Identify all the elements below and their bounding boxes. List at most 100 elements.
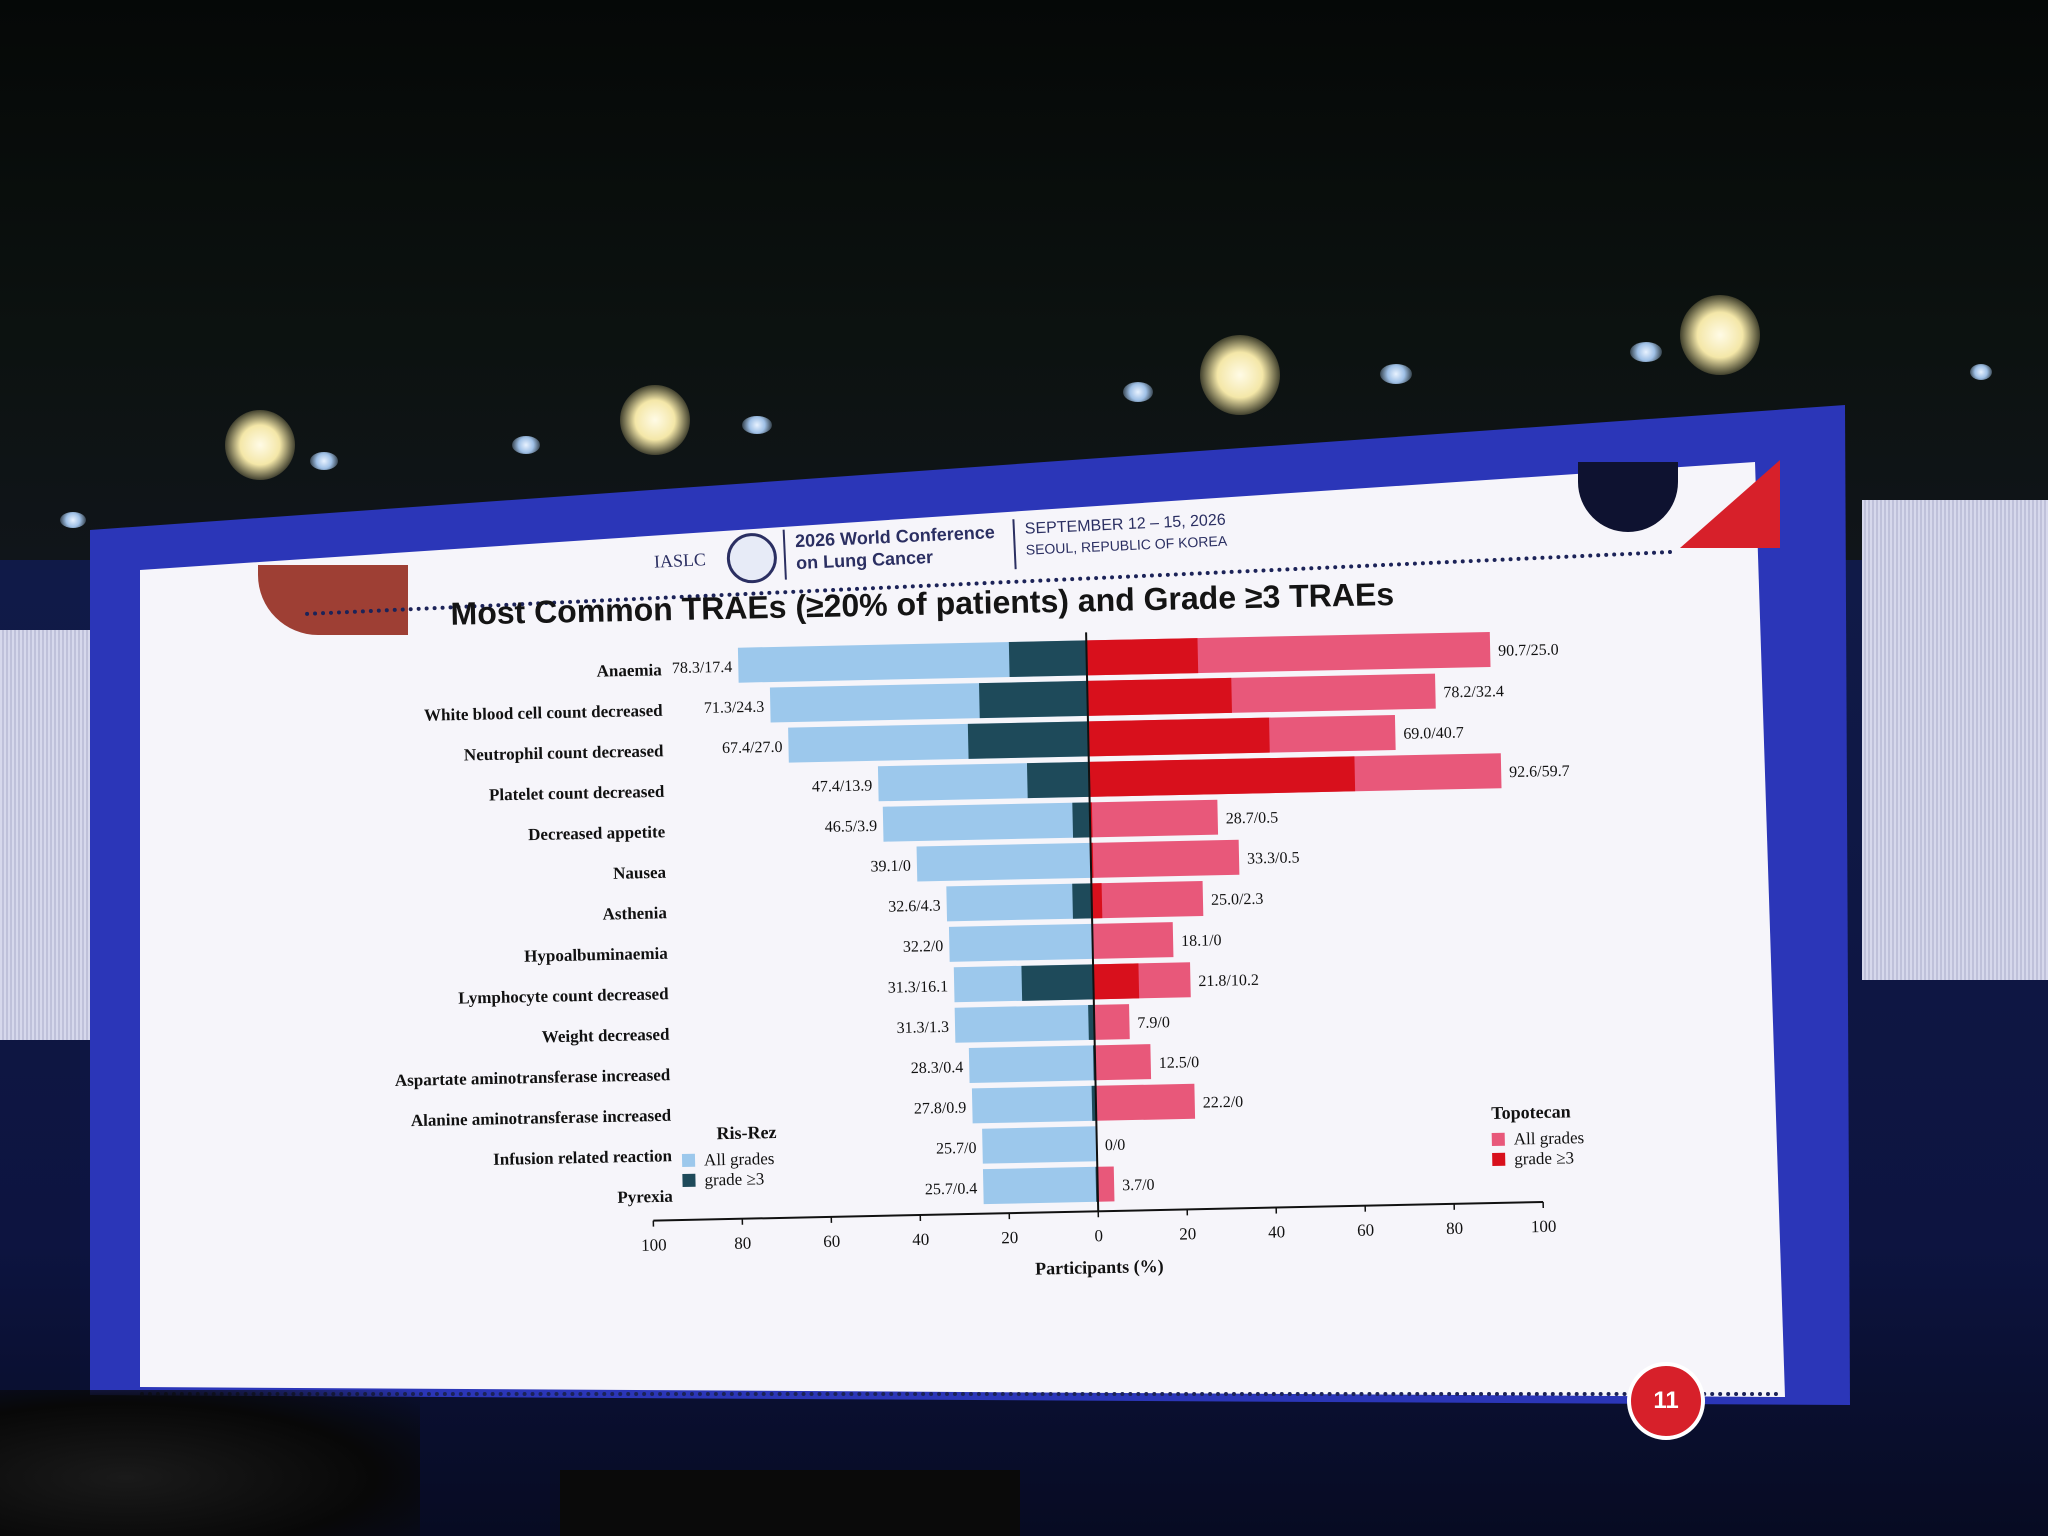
risrez-all-grades-bar [982, 1126, 1098, 1164]
iaslc-logo: IASLC [653, 549, 707, 572]
stage-panel [560, 1470, 1020, 1536]
risrez-value-label: 67.4/27.0 [722, 739, 783, 757]
stage-light [1630, 342, 1662, 362]
topotecan-all-grades-bar [1091, 881, 1204, 919]
topotecan-value-label: 22.2/0 [1203, 1094, 1244, 1112]
topotecan-value-label: 28.7/0.5 [1226, 809, 1279, 827]
x-tick-label: 20 [1001, 1228, 1018, 1247]
topotecan-grade3-bar [1086, 638, 1199, 676]
legend-right-grade3-swatch [1492, 1152, 1506, 1167]
category-label: Decreased appetite [528, 822, 666, 844]
legend-left-title: Ris-Rez [716, 1122, 776, 1143]
risrez-all-grades-bar [737, 640, 1087, 683]
topotecan-value-label: 3.7/0 [1122, 1177, 1155, 1195]
topotecan-grade3-bar [1088, 756, 1356, 797]
topotecan-all-grades-bar [1092, 922, 1174, 959]
stage-light [620, 385, 690, 455]
x-tick-label: 0 [1094, 1226, 1103, 1245]
legend-right-title: Topotecan [1491, 1101, 1571, 1123]
x-tick-label: 40 [1268, 1222, 1285, 1241]
risrez-value-label: 28.3/0.4 [911, 1059, 964, 1077]
legend-right-all-label: All grades [1514, 1128, 1585, 1148]
risrez-all-grades-bar [954, 1004, 1095, 1043]
stage-light [310, 452, 338, 470]
legend-left-grade3-swatch [682, 1173, 696, 1187]
x-tick-label: 80 [734, 1234, 751, 1253]
topotecan-all-grades-bar [1093, 1004, 1130, 1040]
risrez-all-grades-bar [948, 923, 1093, 962]
category-label: Alanine aminotransferase increased [411, 1106, 672, 1130]
category-label: White blood cell count decreased [424, 701, 664, 725]
category-label: Platelet count decreased [489, 782, 665, 805]
category-label: Infusion related reaction [493, 1146, 673, 1169]
risrez-value-label: 32.6/4.3 [888, 898, 941, 916]
x-tick-label: 60 [823, 1232, 840, 1251]
x-tick-label: 80 [1446, 1219, 1463, 1238]
risrez-value-label: 46.5/3.9 [825, 818, 878, 836]
x-tick-label: 20 [1179, 1224, 1196, 1243]
stage-light [1200, 335, 1280, 415]
topotecan-grade3-bar [1087, 717, 1270, 757]
topotecan-value-label: 25.0/2.3 [1211, 891, 1264, 909]
topotecan-value-label: 69.0/40.7 [1403, 725, 1464, 743]
stage-light [1380, 364, 1412, 384]
topotecan-value-label: 18.1/0 [1181, 932, 1222, 950]
x-tick-label: 60 [1357, 1221, 1374, 1240]
legend-left-all-label: All grades [704, 1149, 775, 1169]
risrez-value-label: 27.8/0.9 [914, 1100, 967, 1118]
topotecan-all-grades-bar [1090, 839, 1240, 878]
topotecan-value-label: 0/0 [1105, 1137, 1126, 1154]
risrez-all-grades-bar [916, 842, 1092, 882]
topotecan-all-grades-bar [1095, 1083, 1196, 1121]
risrez-grade3-bar [1072, 802, 1091, 838]
right-side-screen [1862, 500, 2048, 980]
risrez-grade3-bar [978, 680, 1088, 719]
category-label: Anaemia [596, 660, 662, 680]
audience-silhouette [0, 1390, 420, 1536]
x-tick-label: 100 [641, 1235, 667, 1255]
topotecan-value-label: 7.9/0 [1137, 1014, 1170, 1032]
topotecan-grade3-bar [1093, 963, 1140, 1000]
topotecan-value-label: 12.5/0 [1159, 1054, 1200, 1072]
chart-plot: 78.3/17.4 90.7/25.0 Anaemia 71.3/24.3 78.2/3… [395, 631, 1585, 1280]
risrez-grade3-bar [967, 721, 1089, 759]
zero-axis-line [1085, 632, 1100, 1212]
topotecan-value-label: 78.2/32.4 [1443, 683, 1504, 701]
topotecan-all-grades-bar [1089, 799, 1219, 838]
risrez-value-label: 31.3/1.3 [896, 1019, 949, 1037]
header-divider [1012, 519, 1017, 570]
risrez-all-grades-bar [971, 1085, 1097, 1124]
category-label: Nausea [613, 863, 667, 883]
topotecan-grade3-bar [1087, 677, 1232, 716]
category-label: Asthenia [602, 903, 667, 923]
topotecan-value-label: 33.3/0.5 [1247, 849, 1300, 867]
category-label: Hypoalbuminaemia [524, 944, 668, 966]
topotecan-value-label: 21.8/10.2 [1198, 972, 1259, 990]
risrez-all-grades-bar [946, 883, 1093, 922]
slide-number-badge: 11 [1627, 1362, 1705, 1440]
risrez-all-grades-bar [882, 802, 1091, 842]
x-axis-label: Participants (%) [1035, 1256, 1164, 1280]
risrez-grade3-bar [1021, 964, 1094, 1001]
stage-light [1970, 364, 1992, 380]
risrez-value-label: 25.7/0 [936, 1140, 977, 1158]
category-label: Pyrexia [617, 1187, 673, 1207]
risrez-value-label: 25.7/0.4 [925, 1180, 978, 1198]
x-axis-line [653, 1200, 1544, 1222]
stage-light [225, 410, 295, 480]
topotecan-all-grades-bar [1094, 1044, 1152, 1081]
risrez-grade3-bar [1088, 1004, 1095, 1040]
topotecan-value-label: 90.7/25.0 [1498, 642, 1559, 660]
risrez-grade3-bar [1008, 640, 1087, 678]
category-label: Weight decreased [542, 1025, 671, 1047]
trae-chart: Most Common TRAEs (≥20% of patients) and… [150, 556, 1787, 1420]
category-label: Lymphocyte count decreased [458, 984, 669, 1007]
topotecan-all-grades-bar [1097, 1166, 1115, 1202]
x-tick-label: 40 [912, 1230, 929, 1249]
risrez-grade3-bar [1072, 883, 1093, 919]
risrez-value-label: 31.3/16.1 [888, 978, 949, 996]
slide-corner-decoration [258, 565, 408, 635]
topotecan-value-label: 92.6/59.7 [1509, 763, 1570, 781]
legend-left-grade3-label: grade ≥3 [704, 1169, 764, 1189]
risrez-value-label: 71.3/24.3 [704, 699, 765, 717]
